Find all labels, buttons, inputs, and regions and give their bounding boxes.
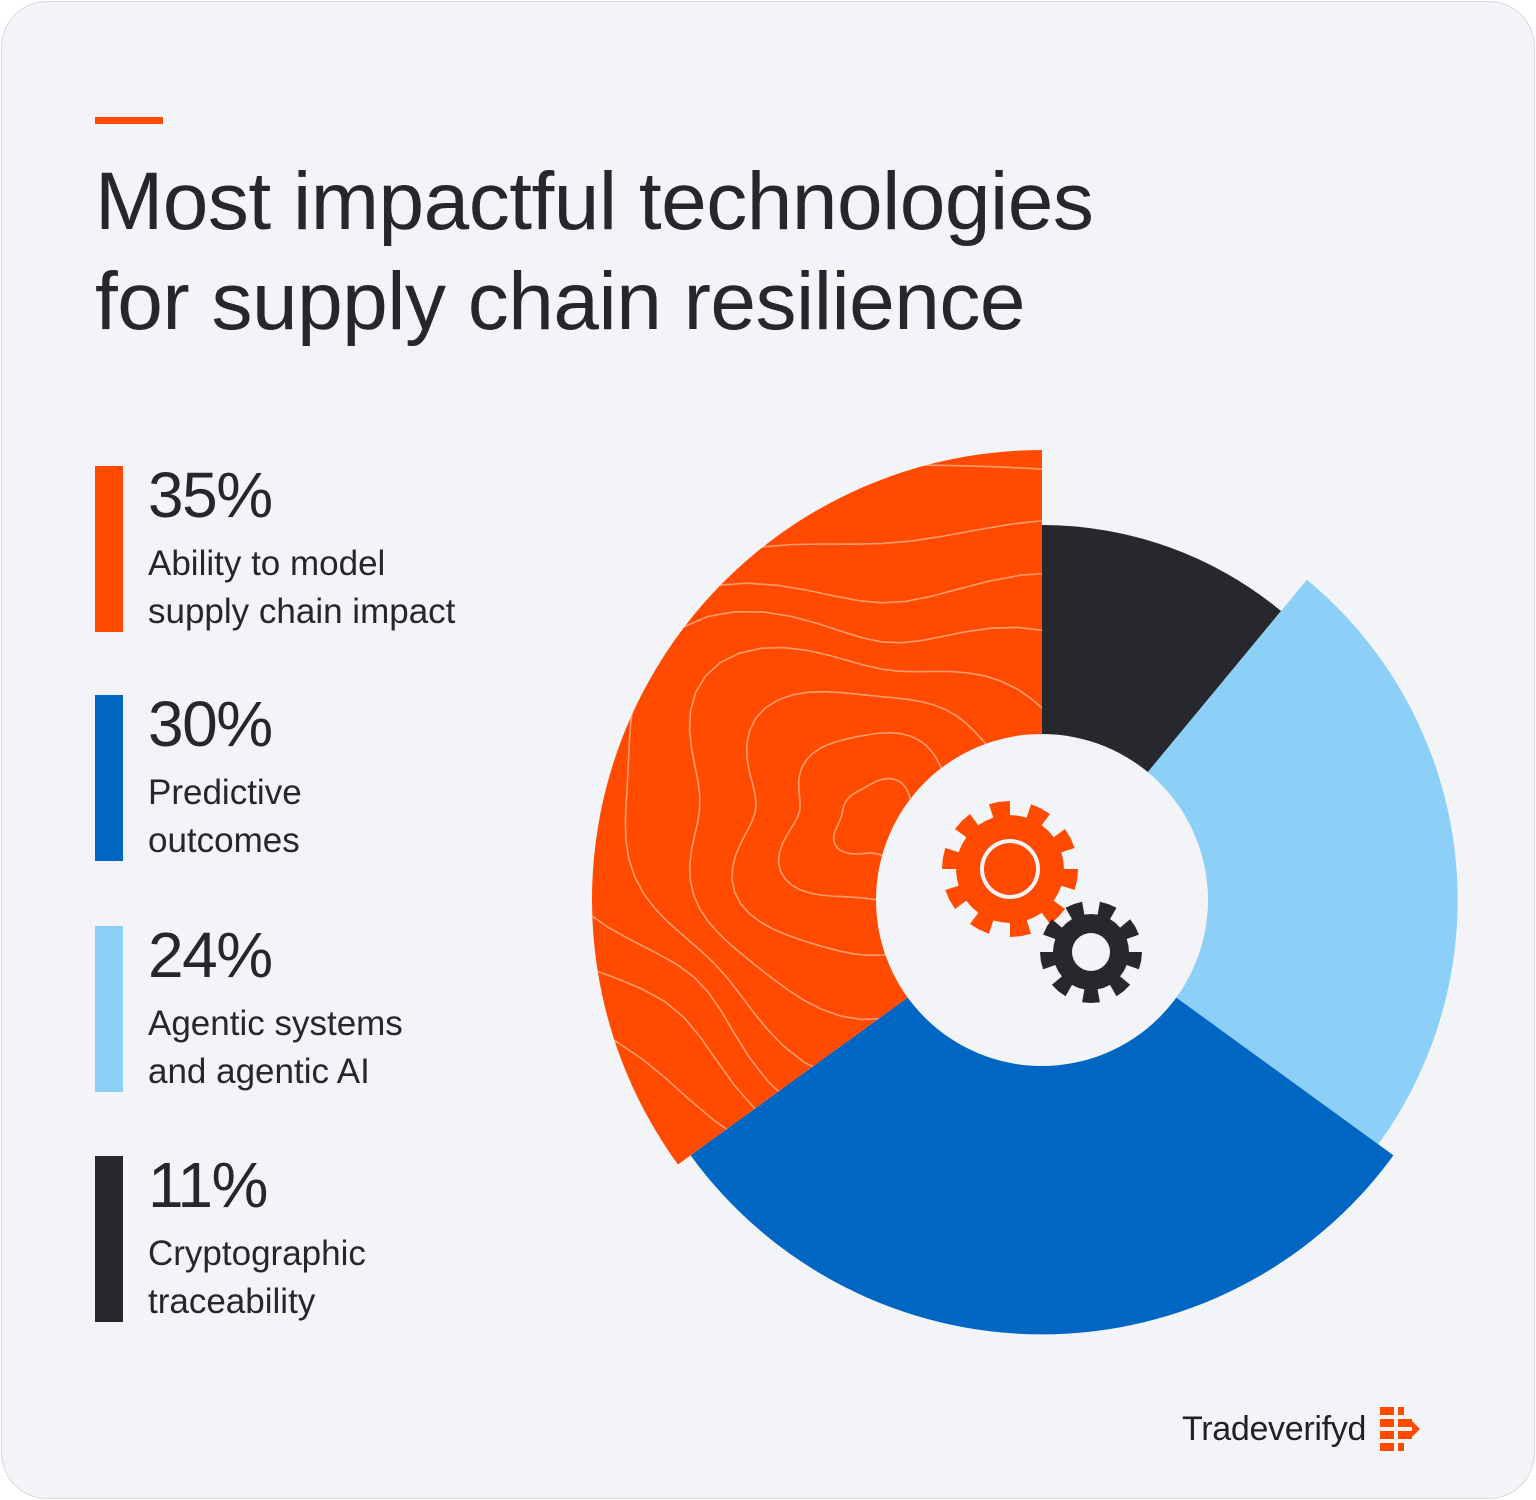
page-title: Most impactful technologies for supply c… [95,152,1395,352]
legend-label-line: outcomes [148,821,300,860]
legend-label-line: supply chain impact [148,592,456,631]
legend-item-agentic-systems: 24% Agentic systems and agentic AI [95,920,568,1096]
legend-label-line: Agentic systems [148,1004,403,1043]
title-line-2: for supply chain resilience [95,256,1025,347]
slice-ability-to-model [592,450,1042,1165]
orange-gear-center [984,843,1036,895]
legend-item-cryptographic-traceability: 11% Cryptographic traceability [95,1150,568,1326]
slice-predictive-outcomes [690,900,1394,1335]
gears-icon [942,801,1142,1003]
legend-label: Cryptographic traceability [148,1230,568,1326]
dark-gear-hub [1072,933,1110,971]
legend-label-line: traceability [148,1282,316,1321]
legend-value: 35% [148,459,273,531]
legend-label-line: and agentic AI [148,1052,370,1091]
slice-agentic-systems [1042,579,1458,1145]
legend-swatch-charcoal [95,1156,123,1322]
legend-swatch-orange [95,466,123,632]
legend-value: 11% [148,1149,268,1221]
legend-label-line: Predictive [148,773,302,812]
legend-item-predictive-outcomes: 30% Predictive outcomes [95,689,568,865]
legend-label: Agentic systems and agentic AI [148,1000,568,1096]
accent-dash [95,117,163,124]
legend-value: 24% [148,919,273,991]
legend-label: Predictive outcomes [148,769,568,865]
legend-value: 30% [148,688,273,760]
legend-swatch-dark-blue [95,695,123,861]
legend-label: Ability to model supply chain impact [148,540,568,636]
legend-item-model-impact: 35% Ability to model supply chain impact [95,460,568,636]
legend-label-line: Cryptographic [148,1234,366,1273]
title-line-1: Most impactful technologies [95,156,1094,247]
legend-label-line: Ability to model [148,544,386,583]
brand-footer: Tradeverifyd [1182,1404,1421,1454]
legend-swatch-light-blue [95,926,123,1092]
brand-name: Tradeverifyd [1182,1409,1367,1448]
tradeverifyd-logo-icon [1380,1407,1421,1451]
